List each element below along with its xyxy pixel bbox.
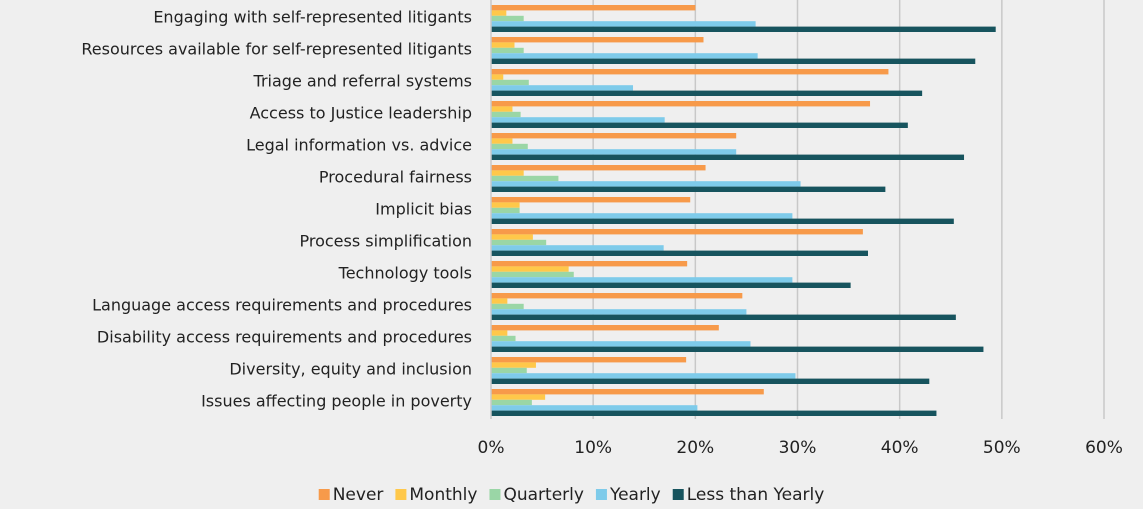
x-tick-label: 40% <box>881 438 919 458</box>
bar <box>491 362 536 368</box>
bar <box>491 165 706 171</box>
bar <box>491 138 513 144</box>
bar <box>491 90 923 96</box>
bar <box>491 101 871 107</box>
bar <box>491 21 756 27</box>
x-tick-label: 50% <box>983 438 1021 458</box>
legend-label: Yearly <box>609 485 661 505</box>
legend-swatch <box>672 489 684 500</box>
x-tick-label: 20% <box>676 438 714 458</box>
bar <box>491 399 532 406</box>
bar <box>491 341 751 347</box>
bar <box>491 143 528 150</box>
category-label: Disability access requirements and proce… <box>97 328 472 347</box>
legend-label: Less than Yearly <box>687 485 825 505</box>
bar <box>491 58 976 64</box>
bar <box>491 229 863 235</box>
bar <box>491 239 547 246</box>
bar <box>491 303 524 310</box>
bar <box>491 394 546 400</box>
bar <box>491 10 507 16</box>
bar <box>491 42 515 48</box>
category-label: Process simplification <box>299 232 472 251</box>
bar <box>491 309 747 315</box>
bar <box>491 250 868 256</box>
bar <box>491 293 743 299</box>
bar <box>491 15 524 22</box>
bar <box>491 213 793 219</box>
bar <box>491 106 513 112</box>
bar <box>491 202 520 208</box>
category-label: Triage and referral systems <box>253 72 472 91</box>
bar <box>491 117 665 123</box>
category-label: Issues affecting people in poverty <box>201 392 472 411</box>
bar <box>491 186 886 192</box>
bar <box>491 197 691 203</box>
bar <box>491 282 851 288</box>
category-label: Implicit bias <box>375 200 472 219</box>
bar <box>491 170 524 176</box>
bar <box>491 389 764 395</box>
bar <box>491 5 696 11</box>
bar <box>491 53 758 59</box>
bar <box>491 298 508 304</box>
bar <box>491 346 984 352</box>
legend-swatch <box>595 489 607 500</box>
bar <box>491 271 574 278</box>
x-tick-label: 10% <box>574 438 612 458</box>
bar <box>491 74 504 80</box>
bar <box>491 245 664 251</box>
bar <box>491 405 698 411</box>
bar <box>491 218 954 224</box>
bar <box>491 357 687 363</box>
bar <box>491 261 688 267</box>
bar <box>491 410 937 416</box>
category-label: Resources available for self-represented… <box>81 40 472 59</box>
bar <box>491 175 559 182</box>
legend-label: Quarterly <box>503 485 583 505</box>
category-label: Legal information vs. advice <box>246 136 472 155</box>
bar <box>491 314 956 320</box>
bar <box>491 79 529 86</box>
category-label: Engaging with self-represented litigants <box>153 8 472 27</box>
bar <box>491 154 965 160</box>
x-tick-label: 30% <box>779 438 817 458</box>
bar <box>491 207 520 214</box>
bar <box>491 85 634 91</box>
legend-swatch <box>318 489 330 500</box>
bar <box>491 330 508 336</box>
category-label: Technology tools <box>338 264 472 283</box>
bar <box>491 149 737 155</box>
bar <box>491 335 516 342</box>
bar <box>491 47 524 54</box>
bar <box>491 234 533 240</box>
bar <box>491 277 793 283</box>
bar <box>491 26 996 32</box>
bar <box>491 133 737 139</box>
bar <box>491 69 889 75</box>
bar <box>491 378 930 384</box>
bar <box>491 111 521 118</box>
legend-swatch <box>489 489 501 500</box>
category-label: Access to Justice leadership <box>250 104 472 123</box>
bar <box>491 181 801 187</box>
x-tick-label: 60% <box>1085 438 1123 458</box>
legend-label: Monthly <box>409 485 477 505</box>
bar <box>491 37 704 43</box>
category-label: Diversity, equity and inclusion <box>229 360 472 379</box>
category-label: Procedural fairness <box>319 168 472 187</box>
bar <box>491 367 527 374</box>
x-tick-label: 0% <box>478 438 505 458</box>
bar <box>491 266 569 272</box>
bar <box>491 325 719 331</box>
bar <box>491 122 908 128</box>
category-label: Language access requirements and procedu… <box>92 296 472 315</box>
bar <box>491 373 796 379</box>
legend-label: Never <box>333 485 384 505</box>
legend-swatch <box>395 489 407 500</box>
